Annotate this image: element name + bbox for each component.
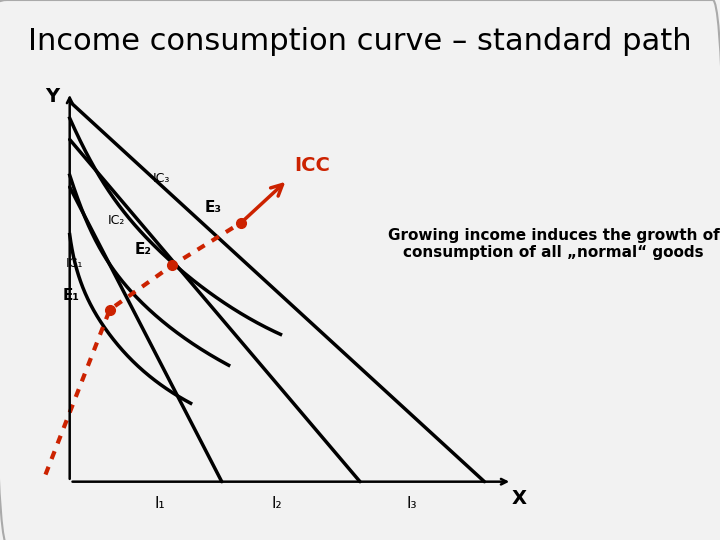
Text: IC₂: IC₂ xyxy=(108,214,125,227)
Text: IC₁: IC₁ xyxy=(66,257,84,270)
Text: E₁: E₁ xyxy=(63,288,80,303)
Text: I₁: I₁ xyxy=(154,496,165,510)
Text: X: X xyxy=(511,489,526,508)
Text: IC₃: IC₃ xyxy=(153,172,170,185)
Text: ICC: ICC xyxy=(294,156,330,175)
Text: Income consumption curve – standard path: Income consumption curve – standard path xyxy=(28,27,692,56)
Text: I₂: I₂ xyxy=(271,496,282,510)
Text: E₂: E₂ xyxy=(134,242,151,258)
Text: Growing income induces the growth of
consumption of all „normal“ goods: Growing income induces the growth of con… xyxy=(387,228,719,260)
Text: Y: Y xyxy=(45,87,60,106)
Text: E₃: E₃ xyxy=(204,200,222,214)
Text: I₃: I₃ xyxy=(407,496,417,510)
